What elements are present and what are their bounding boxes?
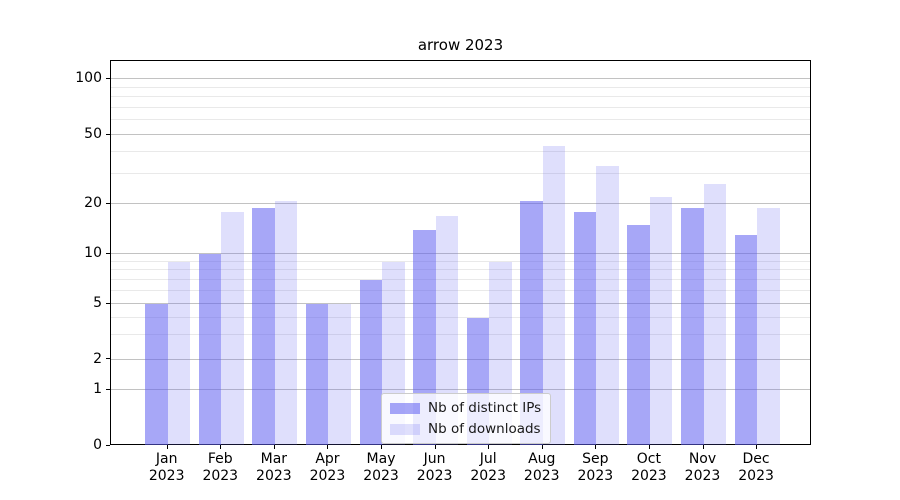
gridline-minor (111, 172, 810, 174)
x-tick-label: Jan 2023 (148, 451, 185, 484)
x-tick-mark (595, 445, 597, 449)
gridline-minor (111, 269, 810, 271)
x-tick-mark (166, 445, 168, 449)
bar-nb-of-downloads-dec (757, 208, 780, 445)
x-tick-mark (327, 445, 329, 449)
y-tick-label: 50 (84, 126, 102, 142)
gridline-major (111, 303, 810, 305)
bar-nb-of-distinct-ips-oct (627, 225, 650, 445)
y-tick-mark (106, 133, 110, 135)
y-tick-mark (106, 444, 110, 446)
legend: Nb of distinct IPs Nb of downloads (381, 393, 552, 444)
bar-nb-of-distinct-ips-nov (681, 208, 704, 445)
y-tick-label: 0 (93, 437, 102, 453)
legend-row-downloads: Nb of downloads (390, 421, 541, 437)
x-tick-label: Mar 2023 (256, 451, 292, 484)
x-tick-label: Aug 2023 (523, 451, 560, 484)
bar-nb-of-downloads-nov (703, 184, 726, 445)
y-tick-label: 1 (93, 381, 102, 398)
gridline-major (111, 78, 810, 80)
gridline-minor (111, 119, 810, 121)
bar-nb-of-distinct-ips-jun (413, 230, 436, 445)
y-tick-mark (106, 202, 110, 204)
legend-label-downloads: Nb of downloads (428, 421, 541, 437)
gridline-minor (111, 290, 810, 292)
bar-nb-of-distinct-ips-apr (305, 304, 329, 445)
chart-title: arrow 2023 (417, 36, 504, 54)
x-tick-label: Jul 2023 (470, 451, 506, 484)
x-tick-label: Feb 2023 (202, 451, 239, 484)
legend-swatch-downloads (390, 423, 420, 435)
y-tick-mark (106, 77, 110, 79)
legend-label-distinct-ips: Nb of distinct IPs (428, 400, 542, 416)
x-tick-mark (220, 445, 222, 449)
y-tick-mark (106, 388, 110, 390)
gridline-minor (111, 150, 810, 152)
y-tick-mark (106, 252, 110, 254)
x-tick-label: Oct 2023 (631, 451, 667, 484)
x-tick-mark (273, 445, 275, 449)
bar-nb-of-distinct-ips-dec (734, 235, 758, 445)
bar-nb-of-distinct-ips-feb (198, 254, 222, 445)
gridline-minor (111, 106, 810, 108)
x-tick-mark (648, 445, 650, 449)
y-tick-label: 100 (75, 70, 102, 87)
x-tick-label: Dec 2023 (738, 451, 774, 484)
x-tick-mark (488, 445, 490, 449)
y-tick-mark (106, 358, 110, 360)
y-tick-label: 20 (84, 195, 102, 212)
bar-nb-of-distinct-ips-mar (252, 208, 275, 445)
bar-nb-of-downloads-sep (596, 166, 619, 445)
bar-nb-of-distinct-ips-may (359, 280, 383, 445)
bar-nb-of-downloads-feb (221, 211, 244, 445)
bar-nb-of-downloads-mar (274, 200, 298, 445)
gridline-minor (111, 86, 810, 88)
gridline-minor (111, 316, 810, 318)
gridline-major (111, 389, 810, 391)
x-tick-mark (541, 445, 543, 449)
y-tick-label: 2 (93, 350, 102, 367)
gridline-major (111, 134, 810, 135)
x-tick-label: Sep 2023 (577, 451, 614, 484)
x-tick-mark (434, 445, 436, 449)
gridline-major (111, 358, 810, 360)
y-tick-label: 5 (93, 295, 102, 312)
x-tick-label: Jun 2023 (416, 451, 453, 484)
x-tick-label: May 2023 (363, 451, 399, 484)
bar-nb-of-downloads-aug (542, 146, 566, 445)
bar-nb-of-distinct-ips-aug (520, 200, 543, 445)
gridline-major (111, 253, 810, 255)
bar-nb-of-downloads-apr (328, 304, 351, 445)
gridline-minor (111, 96, 810, 98)
bar-nb-of-distinct-ips-sep (573, 211, 597, 445)
gridline-minor (111, 334, 810, 336)
y-tick-label: 10 (84, 245, 102, 262)
x-tick-mark (702, 445, 704, 449)
plot-area: Nb of distinct IPs Nb of downloads (110, 60, 811, 445)
bar-nb-of-downloads-oct (649, 197, 673, 445)
bar-nb-of-downloads-jun (435, 216, 459, 445)
x-tick-mark (381, 445, 383, 449)
gridline-minor (111, 279, 810, 281)
bar-nb-of-distinct-ips-jan (145, 304, 168, 445)
x-tick-mark (756, 445, 758, 449)
y-tick-mark (106, 302, 110, 304)
legend-swatch-distinct-ips (390, 402, 420, 414)
x-tick-label: Apr 2023 (309, 451, 346, 484)
bar-nb-of-downloads-jan (167, 261, 191, 445)
gridline-minor (111, 260, 810, 262)
gridline-major (111, 203, 810, 205)
x-tick-label: Nov 2023 (684, 451, 721, 484)
legend-row-distinct-ips: Nb of distinct IPs (390, 400, 541, 416)
